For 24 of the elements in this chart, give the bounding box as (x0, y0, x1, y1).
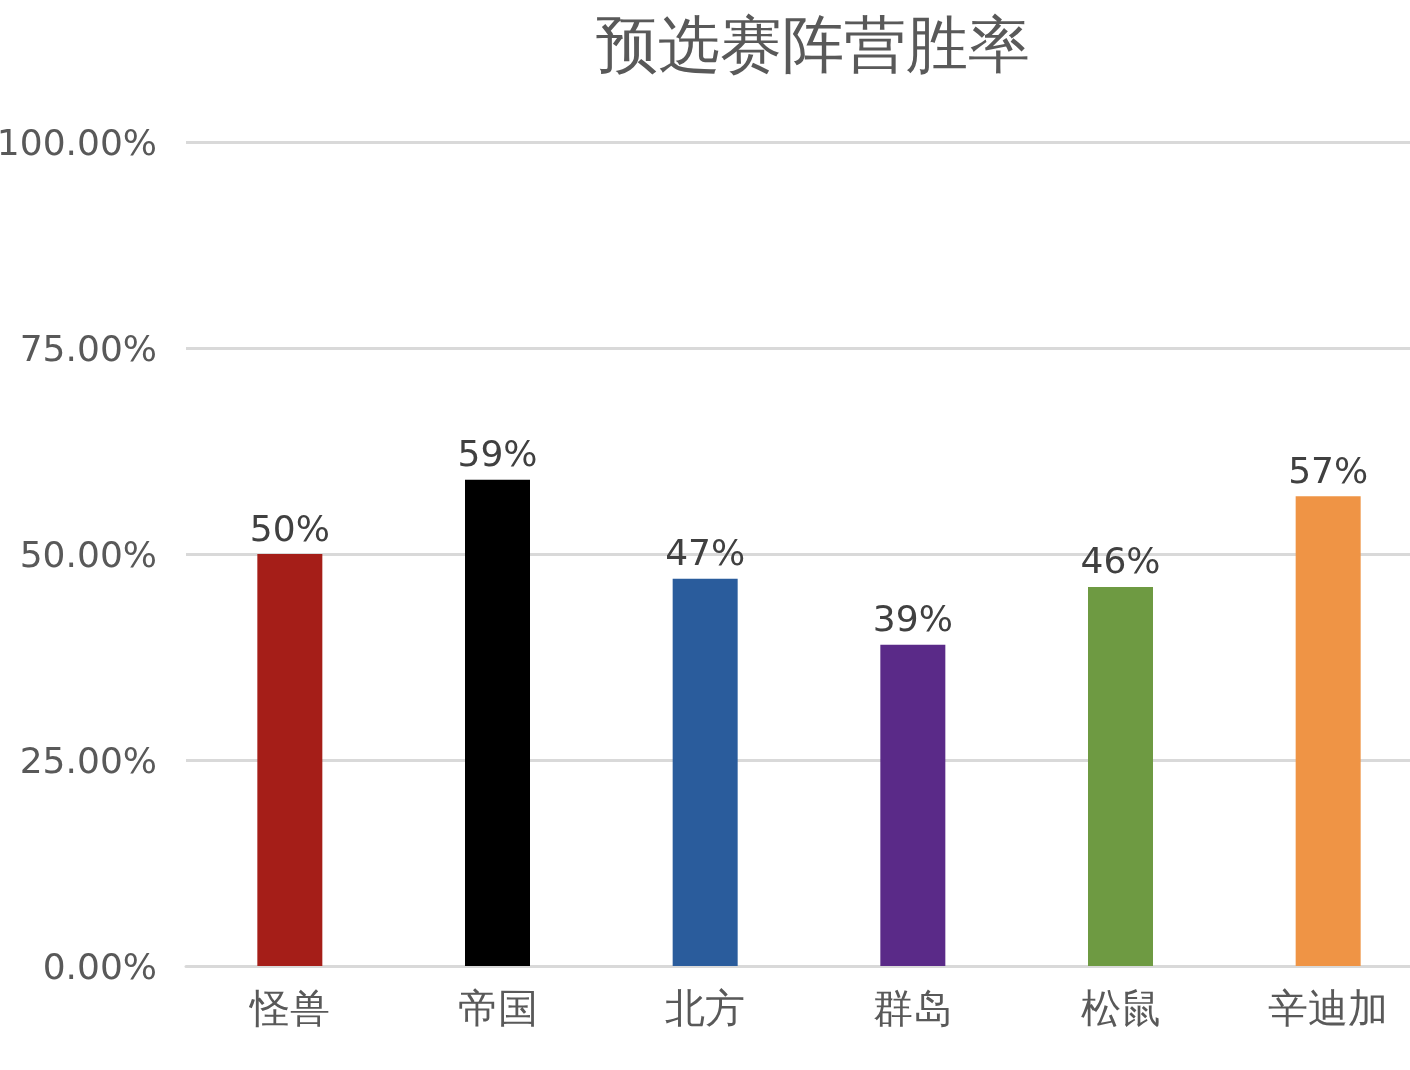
data-label: 50% (249, 507, 330, 549)
bar (672, 578, 738, 966)
x-tick-label: 怪兽 (247, 985, 330, 1031)
data-label: 39% (872, 598, 953, 640)
y-tick-label: 100.00% (0, 121, 157, 163)
x-tick-label: 松鼠 (1080, 985, 1161, 1031)
bar (1088, 586, 1153, 966)
data-label: 57% (1288, 449, 1369, 491)
x-tick-label: 帝国 (457, 985, 538, 1031)
data-label: 46% (1080, 540, 1161, 582)
bar (1295, 496, 1361, 966)
y-tick-label: 25.00% (19, 739, 157, 781)
chart-title: 预选赛阵营胜率 (596, 7, 1030, 81)
y-tick-label: 75.00% (19, 327, 157, 369)
y-tick-label: 0.00% (42, 945, 157, 987)
data-label: 59% (457, 433, 538, 475)
y-tick-label: 50.00% (19, 533, 157, 575)
x-tick-label: 群岛 (872, 985, 953, 1031)
bar (257, 554, 323, 966)
data-label: 47% (665, 532, 746, 574)
bar (880, 644, 946, 966)
x-tick-label: 北方 (665, 985, 746, 1031)
bar (465, 479, 530, 966)
x-tick-label: 辛迪加 (1268, 985, 1389, 1031)
